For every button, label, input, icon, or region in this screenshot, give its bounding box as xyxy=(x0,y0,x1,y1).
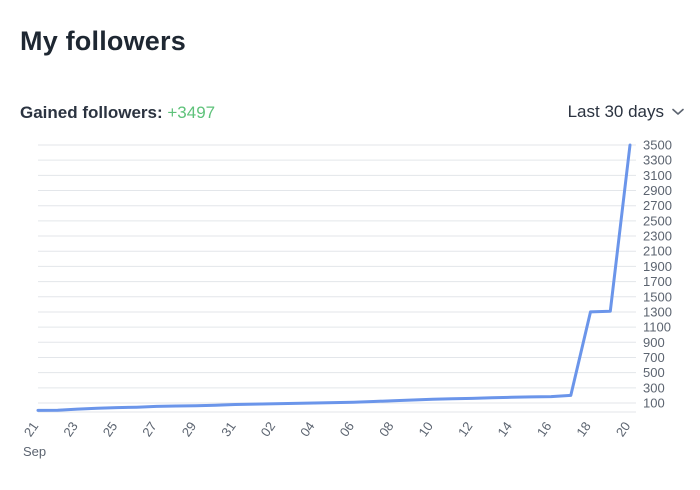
y-tick-label: 1700 xyxy=(643,274,672,289)
y-tick-label: 3300 xyxy=(643,153,672,168)
gained-followers-summary: Gained followers: +3497 xyxy=(20,103,215,123)
series-layer xyxy=(36,143,632,412)
gained-followers-value: +3497 xyxy=(167,103,216,122)
x-tick-label: 02 xyxy=(258,419,279,439)
page-title: My followers xyxy=(20,26,186,56)
gained-followers-label: Gained followers: xyxy=(20,103,163,122)
series-line xyxy=(36,143,632,412)
y-tick-label: 2900 xyxy=(643,183,672,198)
x-tick-label: 29 xyxy=(179,419,200,439)
chevron-down-icon xyxy=(672,108,684,116)
y-tick-label: 1100 xyxy=(643,320,671,335)
y-tick-label: 2500 xyxy=(643,213,672,228)
y-tick-label: 300 xyxy=(643,380,665,395)
y-tick-label: 2300 xyxy=(643,229,672,244)
y-tick-label: 1300 xyxy=(643,304,672,319)
y-tick-label: 1500 xyxy=(643,289,672,304)
y-tick-label: 500 xyxy=(643,365,665,380)
x-tick-label: 08 xyxy=(376,419,397,439)
date-range-label: Last 30 days xyxy=(567,102,664,121)
y-tick-label: 2700 xyxy=(643,198,672,213)
y-tick-label: 1900 xyxy=(643,259,672,274)
x-tick-label: 16 xyxy=(534,419,555,439)
y-axis-ticks: 1003005007009001100130015001700190021002… xyxy=(643,138,672,411)
x-tick-label: 06 xyxy=(337,419,358,439)
y-tick-label: 900 xyxy=(643,335,665,350)
x-month-label: Sep xyxy=(23,444,46,459)
x-tick-label: 21 xyxy=(21,419,42,439)
x-tick-label: 27 xyxy=(139,419,160,439)
x-tick-label: 20 xyxy=(613,419,634,439)
y-tick-label: 700 xyxy=(643,350,665,365)
x-tick-label: 25 xyxy=(100,419,121,439)
x-tick-label: 14 xyxy=(494,419,515,439)
x-tick-label: 12 xyxy=(455,419,476,439)
y-tick-label: 3500 xyxy=(643,138,672,153)
y-tick-label: 3100 xyxy=(643,168,672,183)
x-tick-label: 18 xyxy=(573,419,594,439)
x-tick-label: 04 xyxy=(297,419,318,439)
y-tick-label: 2100 xyxy=(643,244,672,259)
date-range-dropdown[interactable]: Last 30 days xyxy=(568,102,684,122)
x-tick-label: 23 xyxy=(60,419,81,439)
x-tick-label: 31 xyxy=(218,419,239,439)
y-tick-label: 100 xyxy=(643,396,665,411)
x-axis-ticks: 21 23 25 27 29 31 02 04 06 08 10 12 14 16 18 20 Sep xyxy=(21,419,634,459)
chart-grid xyxy=(38,144,636,413)
x-tick-label: 10 xyxy=(415,419,436,439)
